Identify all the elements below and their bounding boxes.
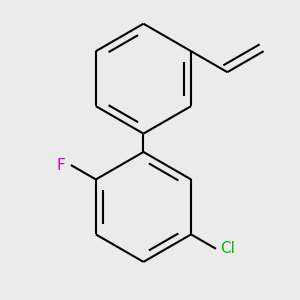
Text: F: F: [57, 158, 66, 172]
Text: Cl: Cl: [220, 241, 235, 256]
